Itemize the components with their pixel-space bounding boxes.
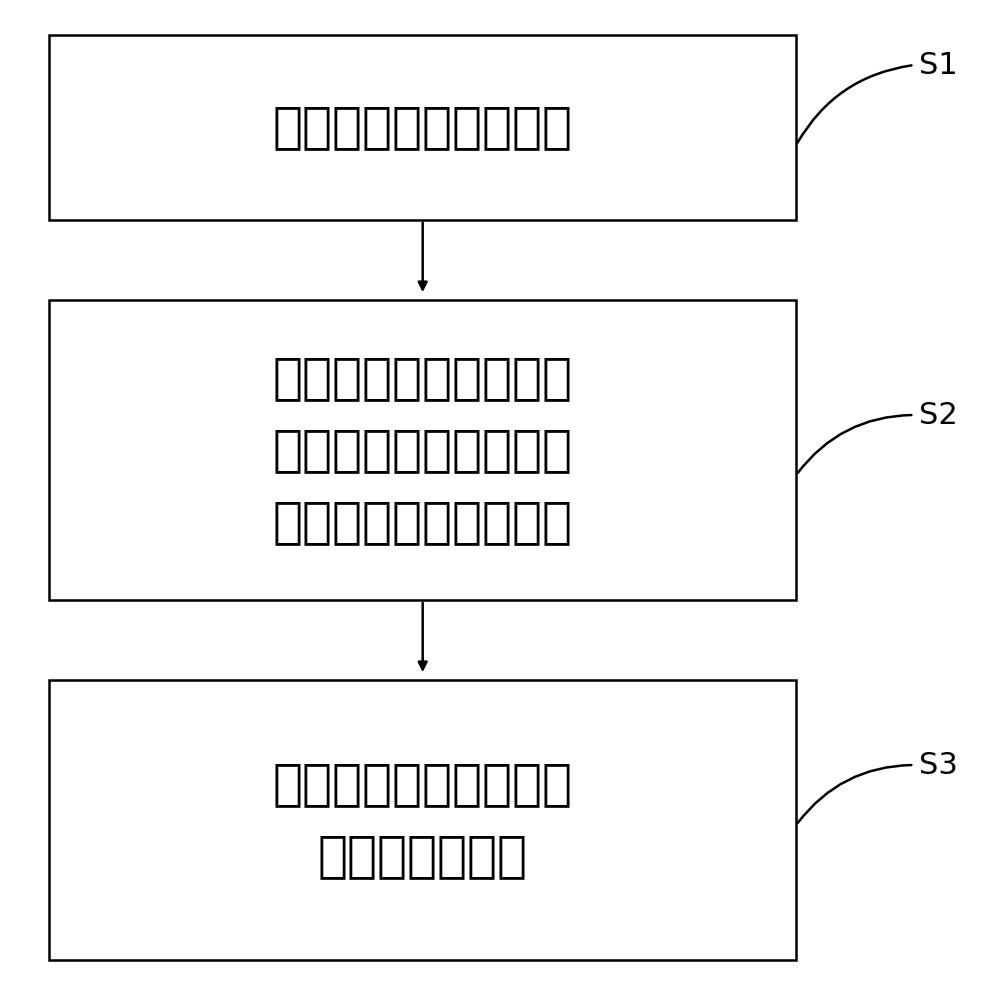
Text: S2: S2	[919, 400, 957, 430]
Text: 在预涂后基材的至少一: 在预涂后基材的至少一	[272, 354, 573, 402]
Bar	[49, 300, 796, 600]
Bar	[49, 35, 796, 220]
Text: 在基材两面预涂导电层: 在基材两面预涂导电层	[272, 104, 573, 151]
Text: 在导电层上以及微孔中: 在导电层上以及微孔中	[272, 760, 573, 808]
Text: 孔，得到三维预涂基材: 孔，得到三维预涂基材	[272, 498, 573, 546]
Text: S3: S3	[919, 750, 958, 780]
Text: 面加工出若干贯穿的微: 面加工出若干贯穿的微	[272, 426, 573, 474]
Text: 涂布活性物质层: 涂布活性物质层	[318, 832, 528, 880]
Bar	[49, 680, 796, 960]
Text: S1: S1	[919, 50, 957, 80]
